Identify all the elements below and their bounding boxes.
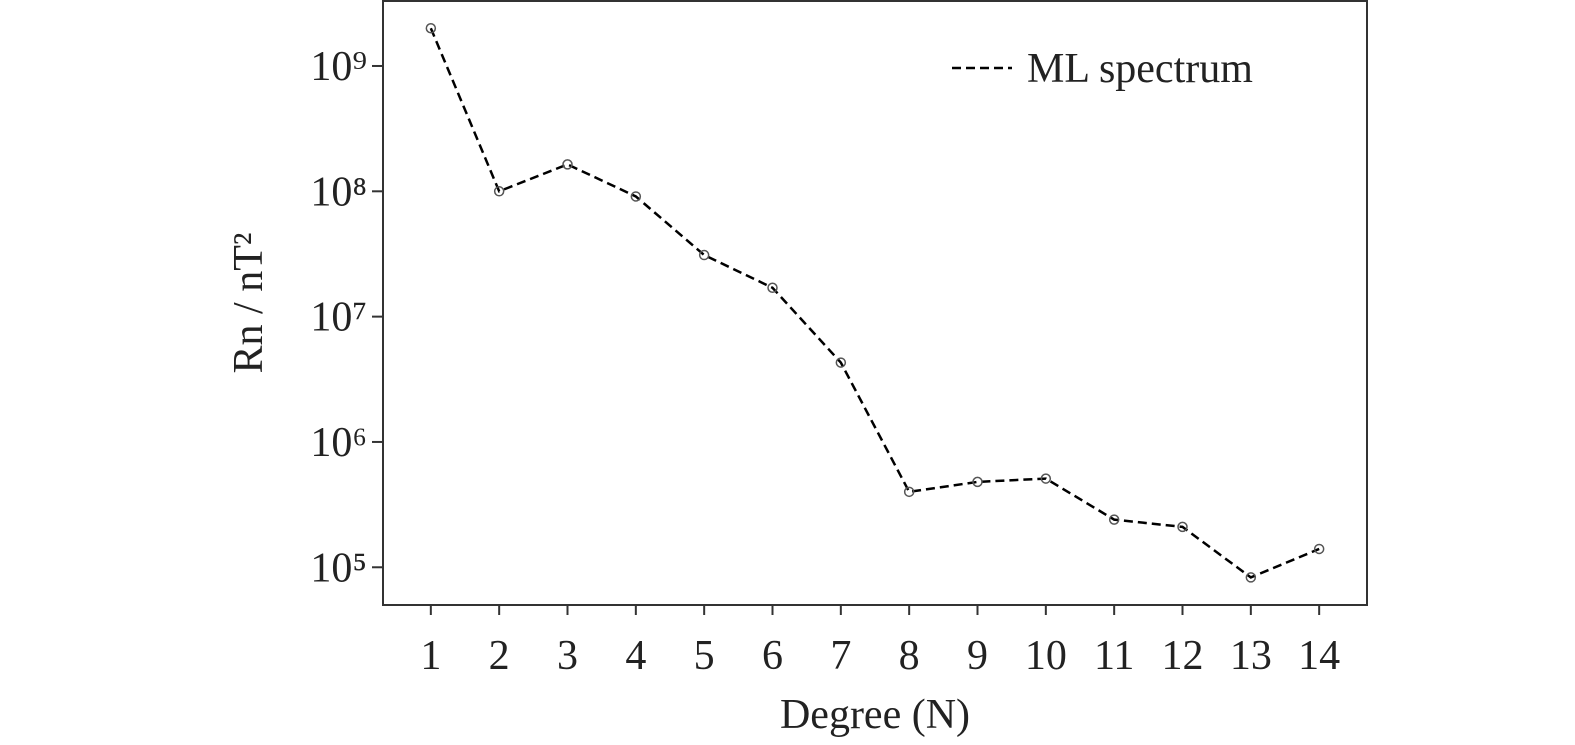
- x-tick-label: 9: [967, 633, 988, 679]
- data-point: [1108, 514, 1120, 525]
- x-tick-label: 5: [694, 633, 715, 679]
- x-tick-label: 7: [830, 633, 851, 679]
- y-tick-label: 10⁵: [310, 545, 367, 591]
- x-tick-label: 12: [1162, 633, 1204, 679]
- x-tick-label: 10: [1025, 633, 1067, 679]
- series-line: [429, 27, 1320, 579]
- data-point: [562, 159, 573, 170]
- data-point: [767, 282, 778, 293]
- data-point: [1313, 543, 1325, 555]
- x-tick-label: 3: [557, 633, 578, 679]
- data-point: [1040, 473, 1052, 484]
- legend-label: ML spectrum: [1027, 46, 1253, 92]
- data-point: [698, 249, 710, 261]
- x-tick-label: 13: [1230, 633, 1272, 679]
- data-point: [972, 476, 983, 488]
- x-tick-label: 6: [762, 633, 783, 679]
- y-tick-label: 10⁶: [310, 420, 367, 466]
- x-tick-label: 8: [899, 633, 920, 679]
- x-axis-label: Degree (N): [780, 692, 970, 738]
- x-tick-label: 11: [1094, 633, 1134, 679]
- data-point: [630, 191, 642, 202]
- x-tick-label: 1: [420, 633, 441, 679]
- y-tick-label: 10⁹: [310, 44, 367, 90]
- data-point: [835, 357, 847, 368]
- x-tick-label: 4: [625, 633, 646, 679]
- y-tick-label: 10⁷: [310, 295, 367, 341]
- data-point: [493, 186, 505, 197]
- data-point: [1245, 572, 1257, 583]
- plot-frame: [382, 0, 1368, 606]
- data-point: [425, 23, 437, 34]
- x-tick-label: 14: [1298, 633, 1340, 679]
- data-point: [1177, 521, 1188, 533]
- data-point: [903, 486, 915, 498]
- y-axis-label: Rn / nT²: [226, 233, 272, 374]
- y-tick-label: 10⁸: [310, 169, 367, 215]
- x-tick-label: 2: [489, 633, 510, 679]
